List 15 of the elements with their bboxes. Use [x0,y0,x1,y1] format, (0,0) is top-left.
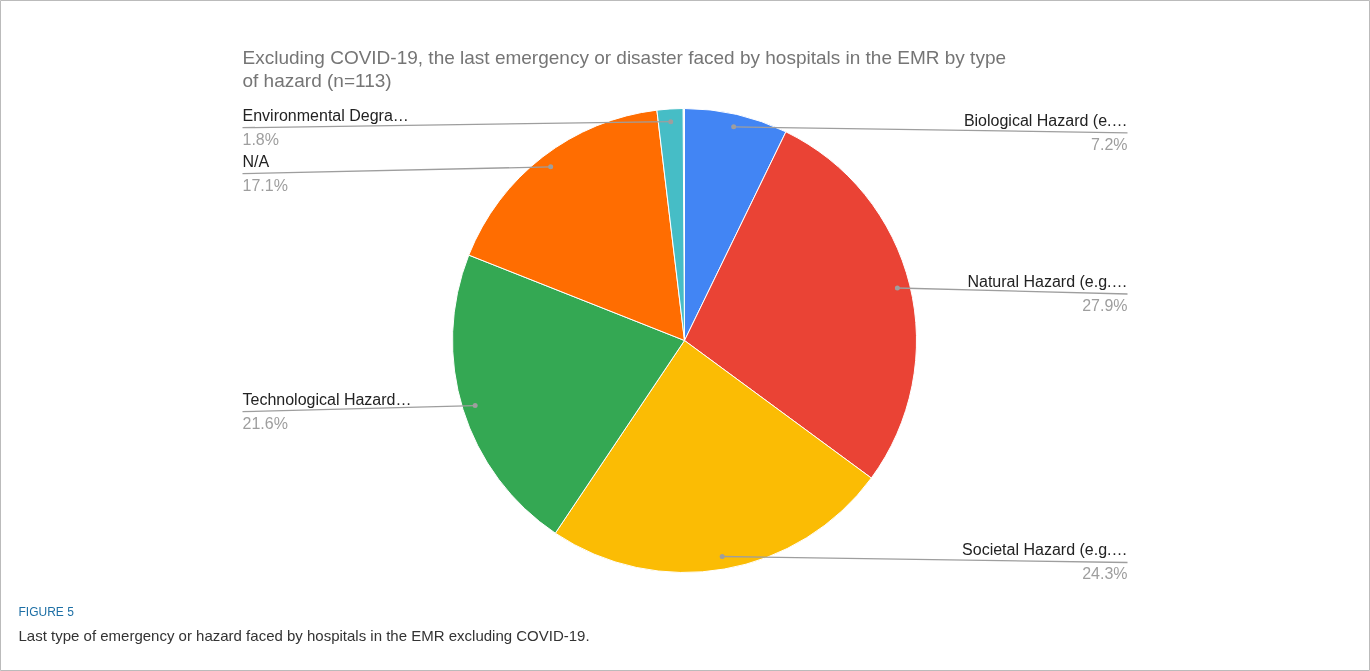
slice-label: Biological Hazard (e.… [963,111,1128,129]
data-label: 1.8% [242,130,279,148]
slice-label: Societal Hazard (e.g.… [962,541,1128,559]
text: Last type of emergency or hazard faced by hospitals in the EMR excluding COVID-19. [18,627,590,644]
slice-label: Environmental Degra… [242,106,409,124]
data-label: 27.9% [1082,296,1128,314]
data-label: 24.3% [1082,565,1128,583]
slice-label: Technological Hazard… [242,390,412,408]
data-label: 21.6% [242,414,288,432]
chart-title: Excluding COVID-19, the last emergency or disaster faced by hospitals in the EMR by type of hazard (n=113) [242,47,1007,91]
slice-label: Natural Hazard (e.g.… [967,272,1128,290]
slice-label: N/A [242,152,270,170]
data-label: 7.2% [1091,135,1128,153]
data-label: 17.1% [242,176,288,194]
caption: FIGURE 5 [18,604,75,619]
